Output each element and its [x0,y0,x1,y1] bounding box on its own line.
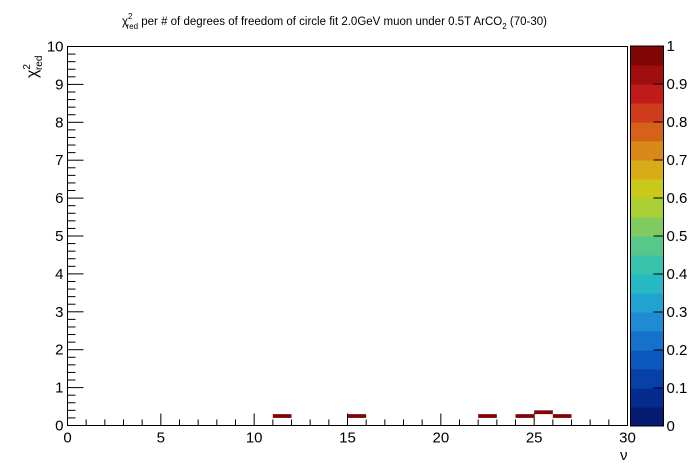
colorbar-tick-label: 0.9 [667,76,688,93]
colorbar-tick-label: 0 [667,418,675,435]
colorbar-swatch [630,369,664,389]
colorbar-tick-label: 0.5 [667,228,688,245]
x-tick-label: 10 [246,430,263,447]
colorbar-swatch [630,274,664,294]
title-chi-sup: 2 [128,12,133,21]
y-tick-label: 0 [55,418,63,435]
heatmap-cell [347,414,367,418]
colorbar-swatch [630,293,664,313]
colorbar-tick-label: 0.3 [667,304,688,321]
colorbar-swatch [630,103,664,123]
x-tick-label: 0 [63,430,71,447]
title-chi: χ [122,16,128,28]
heatmap-cells [272,410,572,418]
ylabel-sup: 2 [22,64,33,70]
colorbar-swatch [630,179,664,199]
colorbar-swatch [630,217,664,237]
title-chi-sub: red [127,22,139,31]
x-tick-label: 30 [619,430,636,447]
x-axis-ticks: 0 5 10 15 20 25 30 [63,413,636,447]
heatmap-cell [534,410,553,415]
colorbar-swatch [630,388,664,408]
colorbar-swatch [630,198,664,218]
y-tick-label: 5 [55,228,63,245]
x-tick-label: 15 [339,430,356,447]
colorbar-swatch [630,350,664,370]
y-axis-ticks: 0 1 2 3 4 5 6 7 8 9 10 [47,39,84,435]
y-tick-label: 2 [55,342,63,359]
ylabel-chi: χ [24,69,41,78]
chart-title: χ2 red per # of degrees of freedom of cir… [122,12,547,31]
title-tail-text: (70-30) [507,16,547,28]
colorbar-tick-label: 0.8 [667,114,688,131]
y-tick-label: 1 [55,380,63,397]
x-axis-title: ν [620,447,628,464]
y-tick-label: 9 [55,76,63,93]
colorbar-tick-label: 1 [667,38,675,55]
title-main-text: per # of degrees of freedom of circle fi… [138,16,502,28]
y-tick-label: 6 [55,190,63,207]
colorbar-tick-label: 0.2 [667,342,688,359]
colorbar-swatch [630,331,664,351]
y-axis-title: χ2red [22,56,45,78]
heatmap-cell [515,414,535,418]
colorbar-swatch [630,46,664,66]
plot-frame [67,46,628,426]
y-tick-label: 3 [55,304,63,321]
y-tick-label: 10 [47,39,64,56]
colorbar-swatch [630,312,664,332]
title-co2-sub: 2 [502,22,507,31]
colorbar: 0 0.1 0.2 0.3 0.4 0.5 0.6 0.7 0.8 0.9 1 [630,38,688,435]
x-tick-label: 25 [526,430,543,447]
svg-text:χ2red: χ2red [22,56,45,78]
colorbar-swatch [630,236,664,256]
colorbar-tick-label: 0.1 [667,380,688,397]
colorbar-swatch [630,160,664,180]
heatmap-cell [478,414,497,418]
colorbar-tick-label: 0.6 [667,190,688,207]
colorbar-swatch [630,407,664,427]
colorbar-swatch [630,84,664,104]
x-tick-label: 5 [157,430,165,447]
y-tick-label: 7 [55,152,63,169]
y-tick-label: 8 [55,114,63,131]
colorbar-swatch [630,141,664,161]
y-tick-label: 4 [55,266,63,283]
colorbar-tick-label: 0.4 [667,266,688,283]
heatmap-cell [272,414,292,418]
colorbar-tick-label: 0.7 [667,152,688,169]
ylabel-sub: red [34,56,45,70]
x-tick-label: 20 [432,430,449,447]
colorbar-swatch [630,122,664,142]
colorbar-swatch [630,255,664,275]
heatmap-cell [552,414,572,418]
colorbar-swatch [630,65,664,85]
